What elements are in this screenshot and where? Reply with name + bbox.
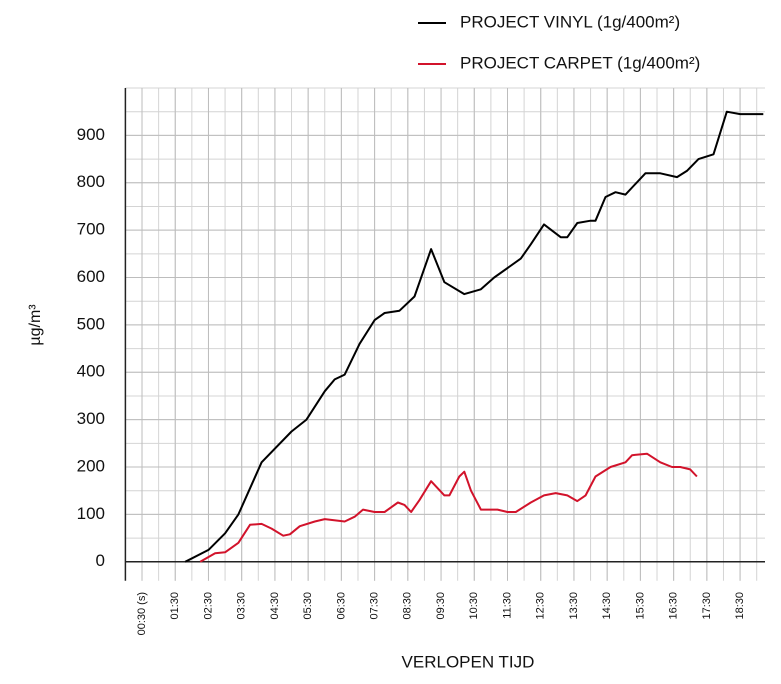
data-line xyxy=(199,452,698,563)
x-tick-label: 03:30 xyxy=(236,592,248,620)
y-tick-label: 0 xyxy=(96,551,105,570)
x-tick-label: 14:30 xyxy=(601,592,613,620)
x-tick-label: 08:30 xyxy=(402,592,414,620)
data-line xyxy=(184,110,764,563)
x-tick-label: 10:30 xyxy=(468,592,480,620)
x-tick-label: 05:30 xyxy=(302,592,314,620)
legend-label: PROJECT CARPET (1g/400m²) xyxy=(460,53,700,72)
y-tick-label: 300 xyxy=(77,409,105,428)
y-tick-label: 100 xyxy=(77,504,105,523)
x-axis-label: VERLOPEN TIJD xyxy=(402,652,535,671)
x-tick-label: 06:30 xyxy=(335,592,347,620)
x-tick-label: 02:30 xyxy=(202,592,214,620)
y-tick-label: 800 xyxy=(77,172,105,191)
x-tick-label: 17:30 xyxy=(701,592,713,620)
y-tick-label: 700 xyxy=(77,220,105,239)
y-tick-label: 900 xyxy=(77,125,105,144)
x-tick-label: 13:30 xyxy=(568,592,580,620)
x-tick-label: 11:30 xyxy=(501,592,513,619)
x-tick-label: 18:30 xyxy=(734,592,746,620)
y-tick-label: 200 xyxy=(77,456,105,475)
x-tick-label: 15:30 xyxy=(634,592,646,620)
y-tick-label: 500 xyxy=(77,314,105,333)
legend-label: PROJECT VINYL (1g/400m²) xyxy=(460,12,680,31)
x-tick-label: 09:30 xyxy=(435,592,447,620)
y-axis-label: µg/m³ xyxy=(27,304,44,346)
x-tick-label: 01:30 xyxy=(169,592,181,620)
x-tick-label: 04:30 xyxy=(269,592,281,620)
x-tick-label: 12:30 xyxy=(535,592,547,620)
y-tick-label: 400 xyxy=(77,362,105,381)
x-tick-label: 16:30 xyxy=(668,592,680,620)
x-tick-label: 00:30 (s) xyxy=(136,592,148,635)
x-tick-label: 07:30 xyxy=(369,592,381,620)
y-tick-label: 600 xyxy=(77,267,105,286)
